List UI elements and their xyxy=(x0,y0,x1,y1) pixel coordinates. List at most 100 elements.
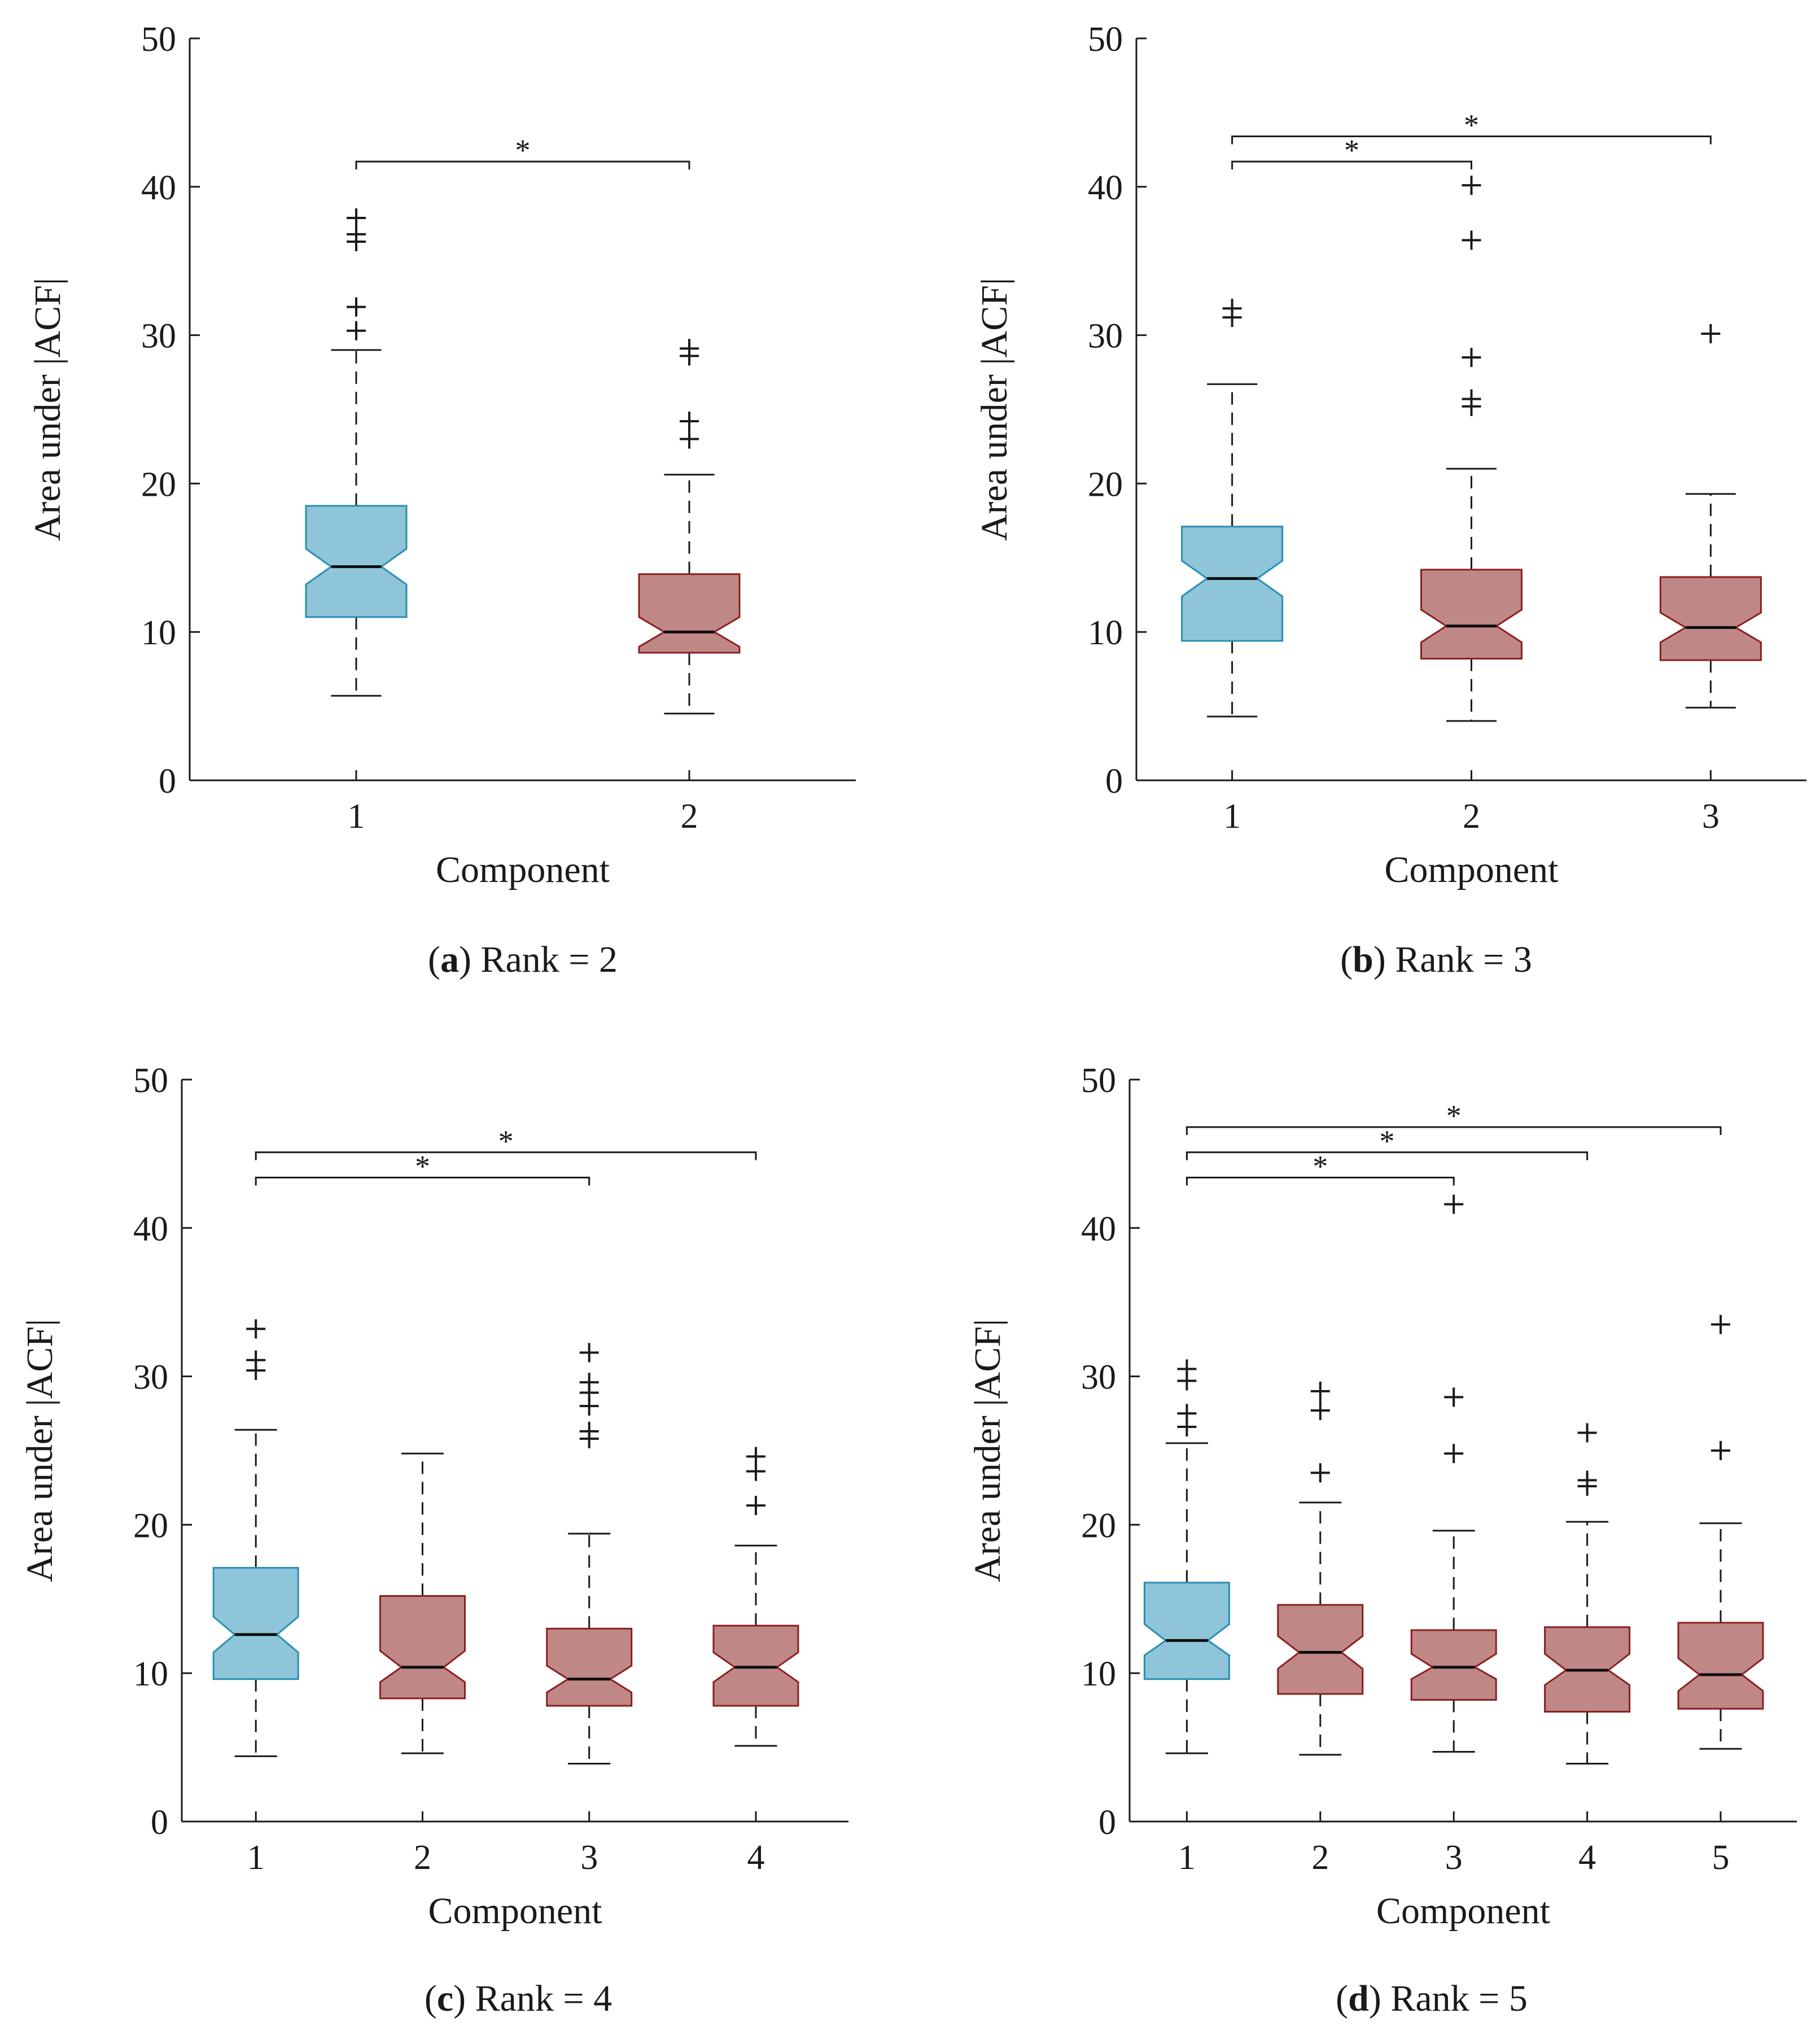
y-tick-label: 0 xyxy=(151,1803,168,1842)
outlier-marker xyxy=(680,429,699,449)
y-tick-label: 20 xyxy=(1081,1506,1116,1545)
caption-c-letter: c xyxy=(436,1978,454,2019)
notched-box xyxy=(546,1627,633,1707)
x-axis-title: Component xyxy=(428,1890,602,1932)
significance-star: * xyxy=(1313,1149,1328,1183)
y-tick-label: 30 xyxy=(1081,1359,1116,1397)
significance-star: * xyxy=(1380,1124,1395,1158)
y-tick-label: 10 xyxy=(141,614,176,652)
caption-d-letter: d xyxy=(1348,1978,1369,2019)
box-3 xyxy=(546,1343,633,1765)
notched-box xyxy=(1410,1629,1497,1701)
outlier-marker xyxy=(1462,389,1481,409)
significance-star: * xyxy=(498,1124,514,1158)
y-tick-label: 20 xyxy=(141,465,176,504)
significance-star: * xyxy=(1446,1099,1462,1133)
outlier-marker xyxy=(1444,1387,1464,1407)
caption-b-letter: b xyxy=(1353,939,1373,980)
panel-b: 0 10 20 30 40 50 1 2 3 Component Area under |ACF| *… xyxy=(974,20,1806,890)
y-tick-label: 50 xyxy=(141,20,176,59)
y-tick-label: 10 xyxy=(133,1655,168,1693)
notched-box xyxy=(1277,1604,1364,1695)
box-5 xyxy=(1677,1314,1764,1750)
notched-box xyxy=(712,1624,799,1707)
outlier-marker xyxy=(1462,230,1481,250)
y-tick-label: 10 xyxy=(1081,1655,1116,1693)
y-tick-label: 50 xyxy=(133,1062,168,1100)
y-tick-label: 10 xyxy=(1088,614,1123,652)
y-tick-label: 0 xyxy=(159,762,176,801)
outlier-marker xyxy=(347,297,366,317)
caption-a-text: ) Rank = 2 xyxy=(458,939,618,980)
y-axis-title: Area under |ACF| xyxy=(967,1319,1008,1582)
notched-box xyxy=(1143,1582,1230,1680)
x-tick-label: 1 xyxy=(1178,1838,1196,1877)
y-tick-label: 0 xyxy=(1105,762,1123,801)
significance-bracket: * xyxy=(1231,108,1712,145)
bracket-line xyxy=(255,1176,590,1186)
box-1 xyxy=(1143,1359,1230,1754)
significance-bracket: * xyxy=(1185,1149,1455,1186)
notched-box xyxy=(1677,1622,1764,1710)
x-tick-label: 5 xyxy=(1712,1838,1730,1877)
box-2 xyxy=(1420,176,1523,722)
significance-bracket: * xyxy=(355,133,690,170)
x-tick-label: 1 xyxy=(1223,797,1241,836)
caption-c: (c) Rank = 4 xyxy=(424,1978,613,2019)
significance-star: * xyxy=(1464,108,1479,142)
bracket-line xyxy=(1231,160,1472,170)
y-tick-label: 40 xyxy=(133,1210,168,1248)
outlier-marker xyxy=(579,1343,599,1362)
outlier-marker xyxy=(1177,1359,1197,1379)
x-axis-title: Component xyxy=(1376,1890,1550,1932)
x-tick-label: 1 xyxy=(348,797,365,836)
significance-bracket: * xyxy=(255,1149,590,1186)
caption-b-text: ) Rank = 3 xyxy=(1373,939,1532,980)
bracket-line xyxy=(1185,1176,1455,1186)
notched-box xyxy=(1181,526,1284,642)
y-tick-label: 40 xyxy=(141,169,176,207)
box-1 xyxy=(212,1319,299,1757)
x-axis-title: Component xyxy=(436,849,610,890)
x-tick-label: 3 xyxy=(580,1838,598,1877)
y-axis-title: Area under |ACF| xyxy=(19,1319,60,1582)
bracket-line xyxy=(255,1151,757,1160)
outlier-marker xyxy=(579,1373,599,1392)
significance-star: * xyxy=(1344,133,1359,167)
significance-star: * xyxy=(515,133,531,167)
box-1 xyxy=(305,208,408,697)
caption-d-text: ) Rank = 5 xyxy=(1368,1978,1528,2019)
caption-b: (b) Rank = 3 xyxy=(1340,939,1532,980)
outlier-marker xyxy=(680,412,699,431)
x-tick-label: 2 xyxy=(1311,1838,1329,1877)
outlier-marker xyxy=(1462,348,1481,368)
outlier-marker xyxy=(246,1350,266,1370)
box-4 xyxy=(712,1447,799,1747)
outlier-marker xyxy=(1310,1463,1330,1483)
outlier-marker xyxy=(680,339,699,359)
y-axis-title: Area under |ACF| xyxy=(974,278,1015,541)
significance-star: * xyxy=(415,1149,430,1183)
x-tick-label: 2 xyxy=(681,797,698,836)
box-3 xyxy=(1410,1194,1497,1753)
box-1 xyxy=(1181,299,1284,718)
y-tick-label: 40 xyxy=(1088,169,1123,207)
outlier-marker xyxy=(1577,1470,1597,1490)
caption-c-text: ) Rank = 4 xyxy=(453,1978,613,2019)
notched-box xyxy=(212,1567,299,1680)
outlier-marker xyxy=(1177,1404,1197,1423)
significance-bracket: * xyxy=(1185,1124,1589,1160)
panel-c: 0 10 20 30 40 50 1 2 3 4 Component Area under |ACF|… xyxy=(19,1062,848,1932)
outlier-marker xyxy=(1462,176,1481,195)
outlier-marker xyxy=(1444,1444,1464,1464)
notched-box xyxy=(379,1595,466,1700)
y-tick-label: 20 xyxy=(133,1506,168,1545)
y-tick-label: 30 xyxy=(1088,317,1123,356)
bracket-line xyxy=(1231,135,1712,145)
y-tick-label: 40 xyxy=(1081,1210,1116,1248)
y-tick-label: 0 xyxy=(1099,1803,1116,1842)
outlier-marker xyxy=(1222,299,1242,318)
outlier-marker xyxy=(1577,1423,1597,1443)
notched-box xyxy=(1659,576,1762,661)
